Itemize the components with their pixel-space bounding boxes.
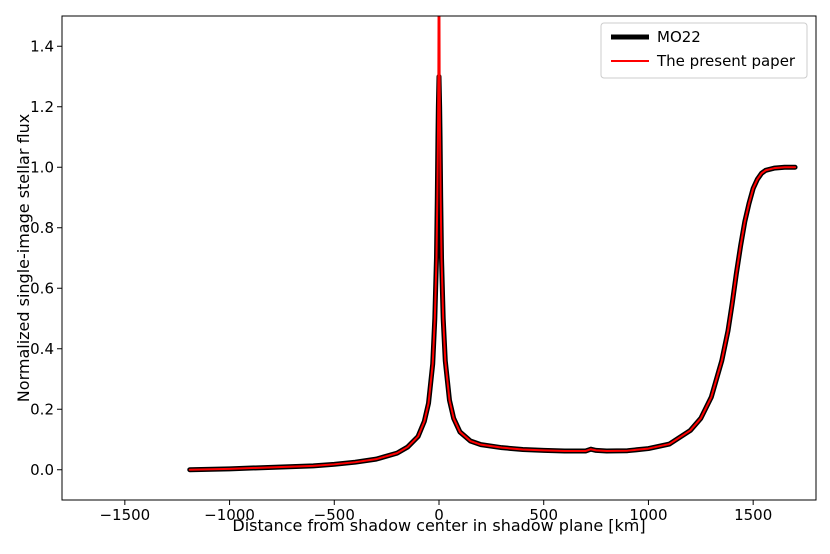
- x-tick-label: −1000: [204, 506, 255, 524]
- y-tick-label: 1.2: [30, 98, 54, 116]
- y-tick-label: 0.0: [30, 461, 54, 479]
- x-tick-label: 1500: [734, 506, 772, 524]
- x-tick-label: 1000: [629, 506, 667, 524]
- y-tick-label: 1.4: [30, 37, 54, 55]
- legend: MO22 The present paper: [600, 22, 808, 79]
- y-tick-label: 0.6: [30, 279, 54, 297]
- x-axis-label: Distance from shadow center in shadow pl…: [232, 516, 645, 535]
- y-tick-label: 0.4: [30, 340, 54, 358]
- x-tick-label: −500: [314, 506, 355, 524]
- y-tick-label: 0.8: [30, 219, 54, 237]
- y-axis-label: Normalized single-image stellar flux: [14, 114, 33, 402]
- x-tick-label: 500: [529, 506, 558, 524]
- x-tick-label: −1500: [99, 506, 150, 524]
- y-tick-label: 1.0: [30, 158, 54, 176]
- series-line-present-paper: [188, 16, 797, 471]
- x-tick-label: 0: [434, 506, 444, 524]
- y-tick-label: 0.2: [30, 400, 54, 418]
- legend-box: [600, 22, 808, 79]
- legend-label-present-paper: The present paper: [656, 52, 796, 70]
- legend-label-mo22: MO22: [657, 28, 701, 46]
